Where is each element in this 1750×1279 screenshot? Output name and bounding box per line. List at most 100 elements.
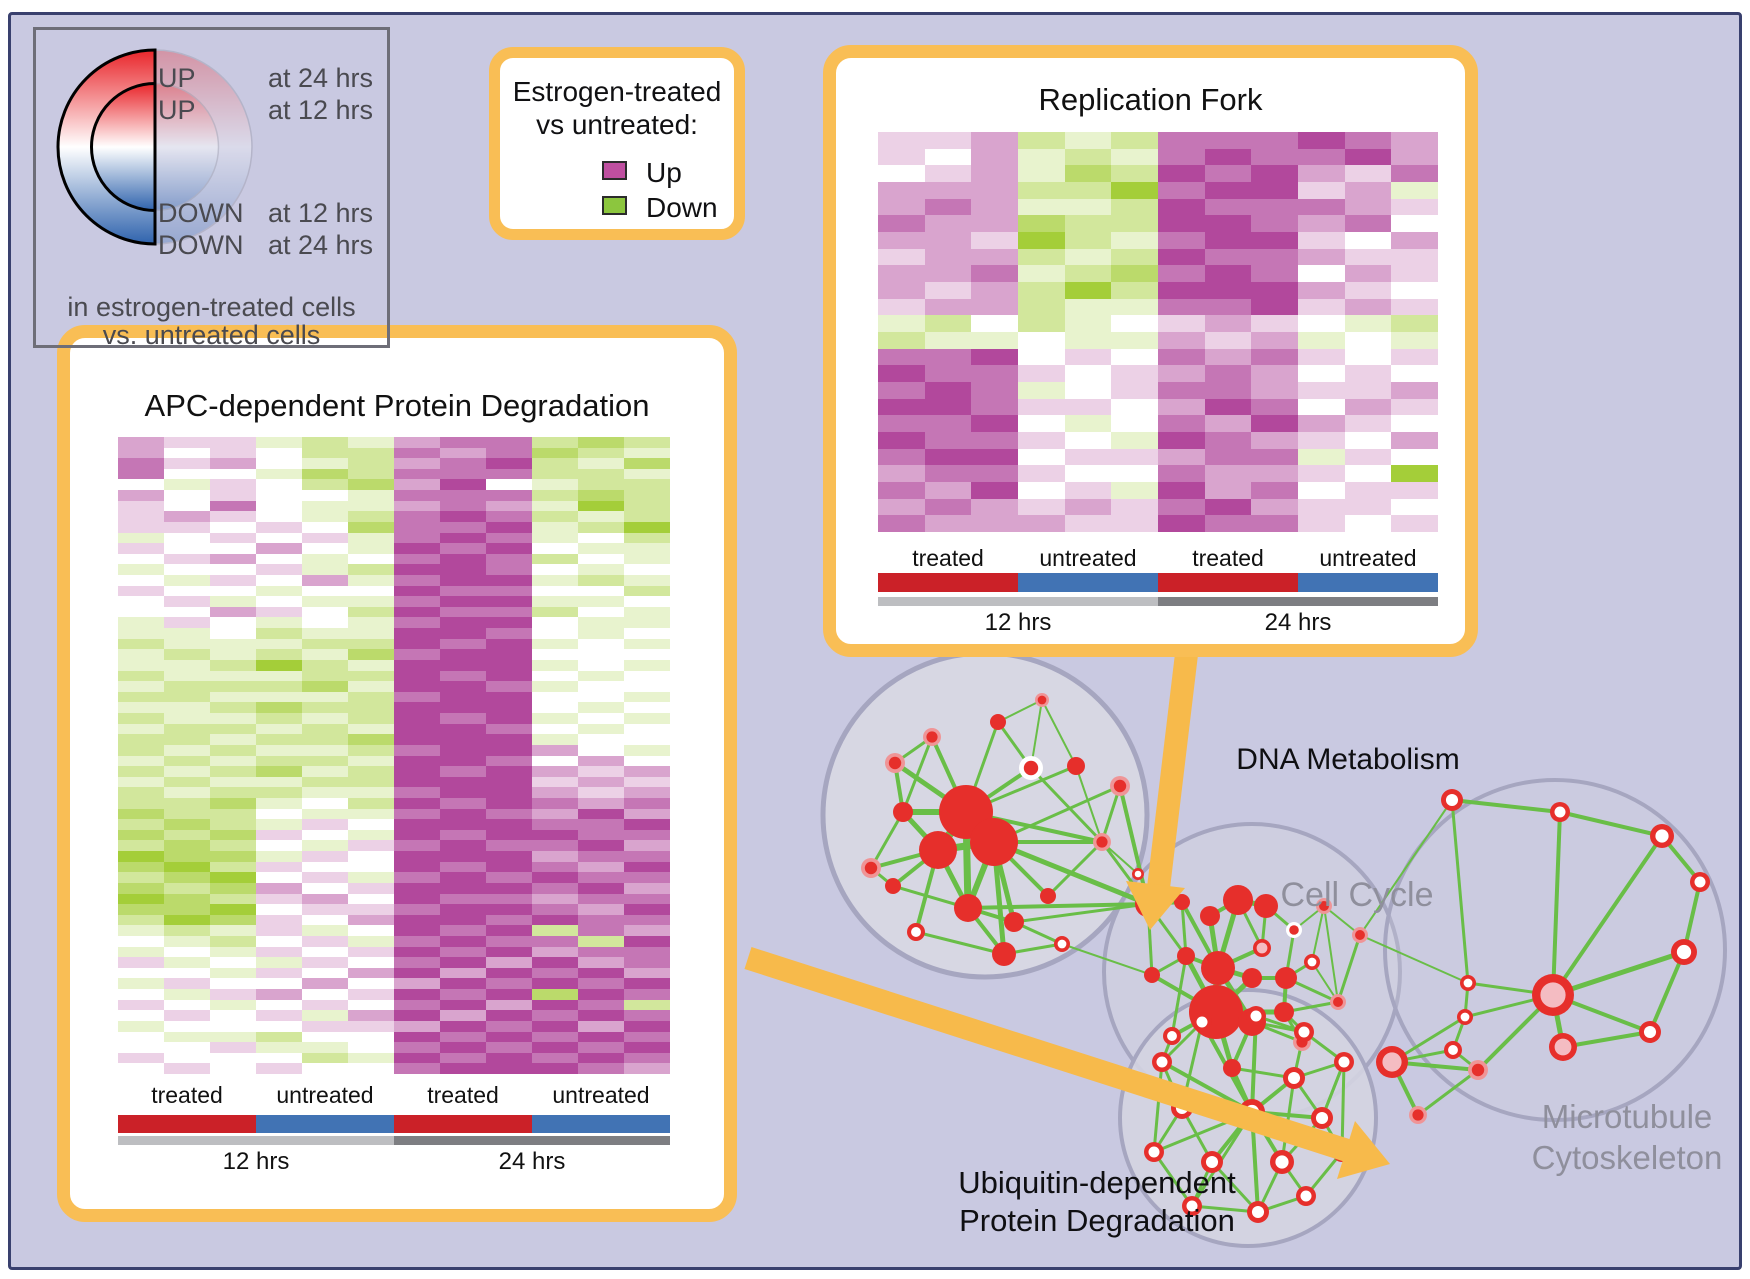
heatmap-cell <box>348 617 394 629</box>
heatmap-cell <box>118 851 164 862</box>
heatmap-cell <box>924 198 972 216</box>
heatmap-cell <box>302 468 348 480</box>
heatmap-cell <box>118 957 164 968</box>
heatmap-cell <box>624 925 670 936</box>
heatmap-cell <box>164 946 210 958</box>
heatmap-cell <box>971 448 1018 466</box>
heatmap-cell <box>624 978 670 990</box>
heatmap-cell <box>348 893 394 905</box>
heatmap-cell <box>256 904 302 915</box>
heatmap-cell <box>164 1020 210 1032</box>
heatmap-cell <box>164 914 210 926</box>
heatmap-cell <box>624 458 670 469</box>
heatmap-cell <box>578 638 624 650</box>
heatmap-cell <box>1111 415 1158 432</box>
heatmap-cell <box>440 914 486 926</box>
heatmap-cell <box>394 797 440 809</box>
heatmap-cell <box>440 447 486 459</box>
heatmap-cell <box>256 628 302 639</box>
heatmap-cell <box>302 1063 348 1074</box>
heatmap-cell <box>394 553 440 565</box>
heatmap-cell <box>624 946 670 958</box>
heatmap-cell <box>578 744 624 756</box>
heatmap-cell <box>394 861 440 873</box>
heatmap-cell <box>924 215 972 232</box>
heatmap-cell <box>971 515 1018 532</box>
heatmap-cell <box>256 596 302 607</box>
ubiquitin-degradation-label: Ubiquitin-dependent Protein Degradation <box>958 1164 1236 1240</box>
heatmap-cell <box>164 882 210 894</box>
heatmap-cell <box>210 691 256 703</box>
heatmap-cell <box>924 265 972 282</box>
heatmap-cell <box>256 946 302 958</box>
heatmap-cell <box>302 808 348 820</box>
heatmap-cell <box>878 515 925 532</box>
heatmap-cell <box>348 819 394 830</box>
heatmap-cell <box>440 490 486 501</box>
heatmap-cell <box>1344 215 1392 232</box>
heatmap-cell <box>256 702 302 714</box>
heatmap-cell <box>118 723 164 735</box>
heatmap-cell <box>1018 281 1065 299</box>
heatmap-cell <box>624 713 670 724</box>
heatmap-cell <box>256 1031 302 1043</box>
heatmap-cell <box>1344 415 1392 432</box>
heatmap-cell <box>164 564 210 576</box>
heatmap-cell <box>624 702 670 714</box>
network-node <box>1201 951 1235 985</box>
network-node <box>1067 757 1085 775</box>
heatmap-cell <box>440 564 486 576</box>
heatmap-cell <box>348 872 394 883</box>
apc-group1-label: treated <box>151 1082 223 1108</box>
heatmap-cell <box>210 532 256 544</box>
heatmap-cell <box>1204 415 1252 432</box>
heatmap-cell <box>256 670 302 682</box>
heatmap-cell <box>302 490 348 501</box>
heatmap-cell <box>532 479 578 491</box>
heatmap-cell <box>971 248 1018 266</box>
network-node <box>1274 1002 1294 1022</box>
heatmap-cell <box>440 543 486 554</box>
heatmap-cell <box>118 1042 164 1053</box>
heatmap-cell <box>624 521 670 533</box>
heatmap-cell <box>118 840 164 852</box>
heatmap-cell <box>118 500 164 512</box>
heatmap-cell <box>624 829 670 841</box>
heatmap-cell <box>348 659 394 671</box>
heatmap-cell <box>1391 465 1438 482</box>
heatmap-cell <box>440 978 486 990</box>
heatmap-cell <box>256 957 302 968</box>
bar-segment <box>1158 597 1438 606</box>
heatmap-cell <box>256 840 302 852</box>
heatmap-cell <box>924 165 972 182</box>
heatmap-cell <box>1344 265 1392 282</box>
heatmap-cell <box>440 468 486 480</box>
heatmap-cell <box>578 946 624 958</box>
heatmap-cell <box>302 553 348 565</box>
network-node <box>893 802 913 822</box>
heatmap-cell <box>971 498 1018 516</box>
heatmap-cell <box>440 649 486 660</box>
heatmap-cell <box>1298 448 1345 466</box>
network-edge <box>1648 951 1686 1033</box>
heatmap-cell <box>1251 348 1298 366</box>
heatmap-cell <box>1064 181 1112 199</box>
heatmap-cell <box>1018 215 1065 232</box>
heatmap-cell <box>1391 298 1438 316</box>
heatmap-cell <box>394 532 440 544</box>
heatmap-cell <box>878 132 925 149</box>
heatmap-cell <box>440 691 486 703</box>
heatmap-cell <box>164 521 210 533</box>
repfork-condition-labels: treated untreated treated untreated <box>878 545 1438 572</box>
heatmap-cell <box>1064 465 1112 482</box>
heatmap-cell <box>210 872 256 883</box>
heatmap-cell <box>210 1010 256 1021</box>
heatmap-cell <box>924 315 972 332</box>
heatmap-cell <box>878 215 925 232</box>
heatmap-cell <box>532 766 578 777</box>
heatmap-cell <box>210 755 256 767</box>
apc-condition-bars <box>118 1115 670 1136</box>
heatmap-cell <box>302 744 348 756</box>
heatmap-cell <box>624 649 670 660</box>
heatmap-cell <box>118 925 164 936</box>
